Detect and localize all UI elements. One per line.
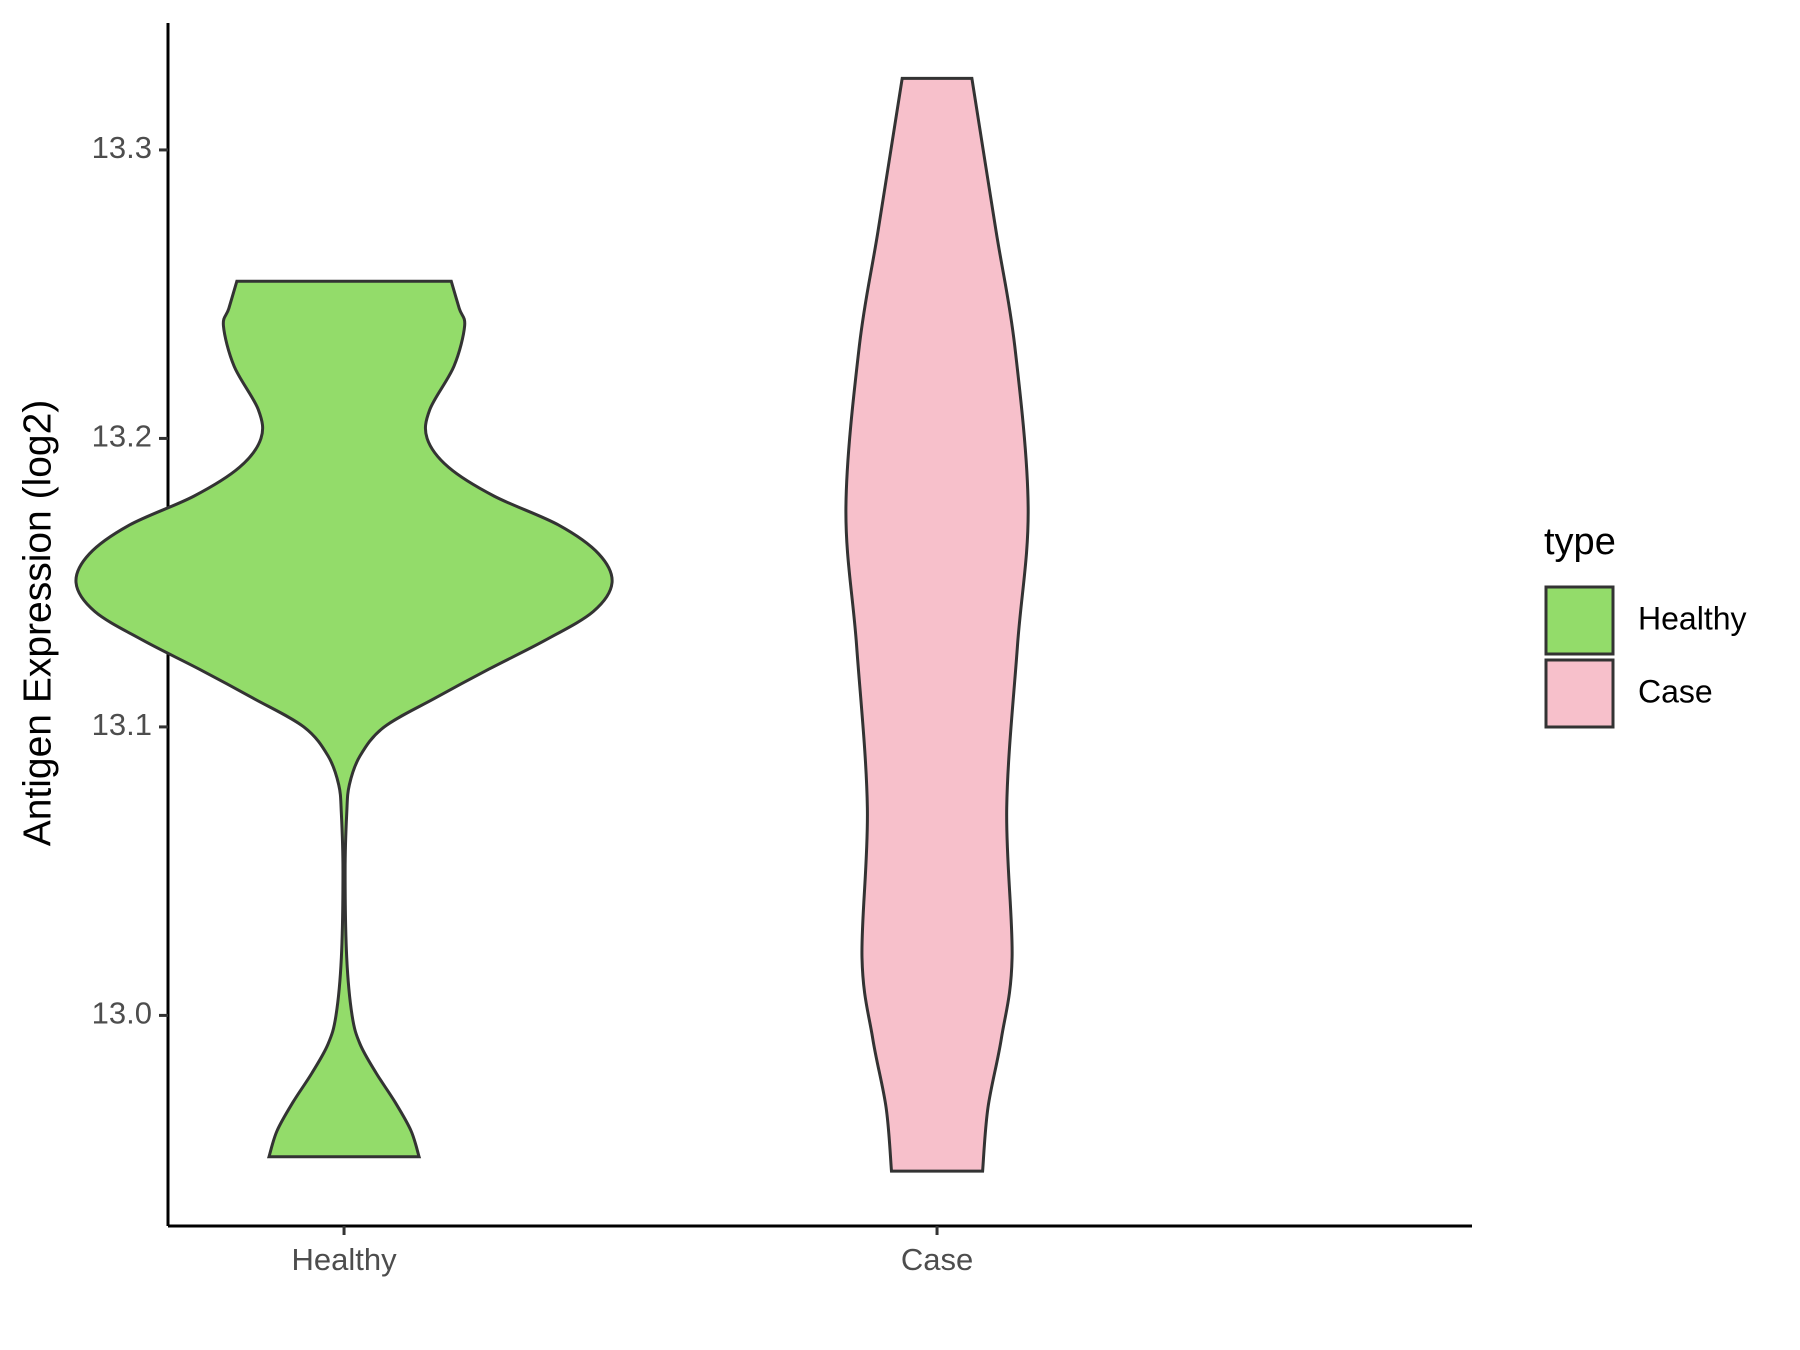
x-tick-label: Case [901, 1242, 973, 1277]
violin [74, 279, 614, 1159]
y-axis-title: Antigen Expression (log2) [16, 400, 59, 847]
legend-key [1544, 658, 1615, 729]
y-tick-label: 13.2 [92, 419, 152, 454]
x-tick-label: Healthy [291, 1242, 397, 1277]
legend-title: type [1544, 521, 1616, 563]
y-tick-label: 13.1 [92, 707, 152, 742]
legend-key [1544, 585, 1615, 656]
legend-label: Healthy [1638, 600, 1747, 636]
violin [844, 76, 1030, 1173]
legend-label: Case [1638, 673, 1713, 709]
y-tick-label: 13.3 [92, 130, 152, 165]
y-tick-label: 13.0 [92, 996, 152, 1031]
